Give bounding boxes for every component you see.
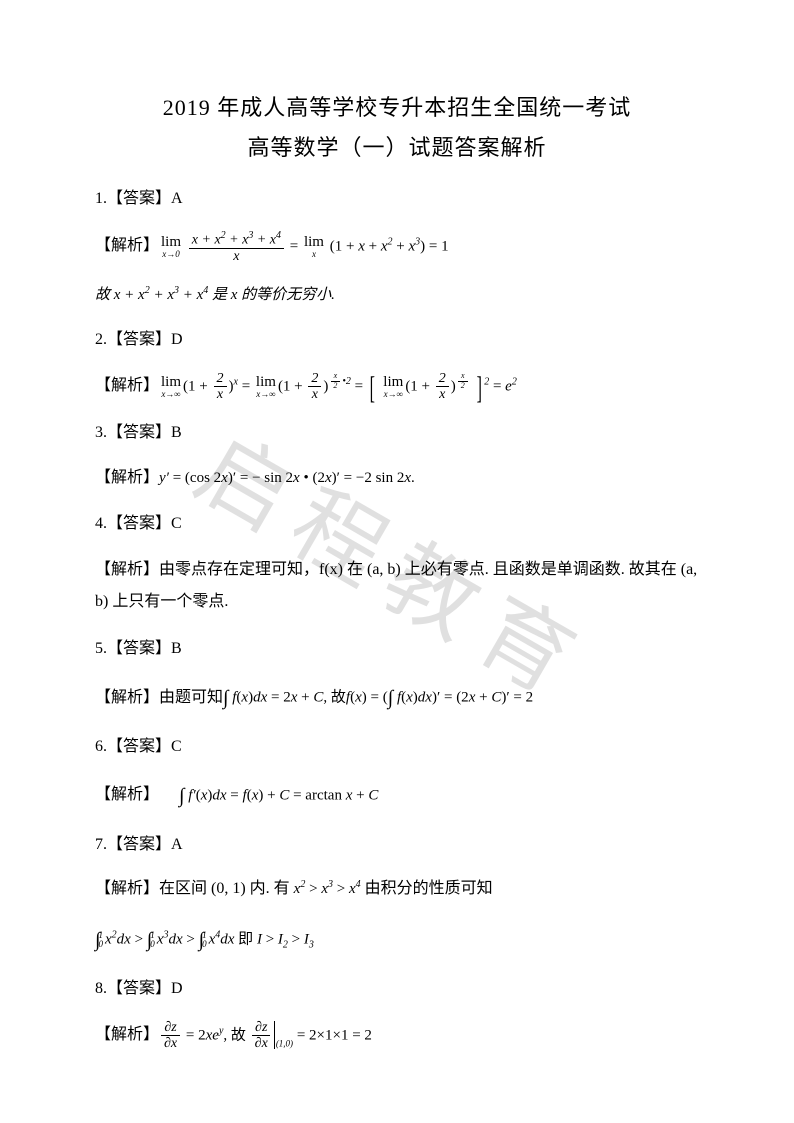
q5-label: 【解析】由题可知 — [95, 684, 223, 713]
q7-formula: ∫10x2dx > ∫10x3dx > ∫10x4dx 即 I > I2 > I… — [95, 922, 314, 958]
q5-analysis: 【解析】由题可知 ∫ f(x)dx = 2x + C, 故f(x) = (∫ f… — [95, 680, 699, 716]
page-title: 2019 年成人高等学校专升本招生全国统一考试 — [95, 90, 699, 122]
q4-answer: 4.【答案】C — [95, 511, 699, 537]
q1-label: 【解析】 — [95, 232, 159, 261]
q7-analysis: 【解析】在区间 (0, 1) 内. 有 x2 > x3 > x4 由积分的性质可… — [95, 875, 699, 904]
q2-analysis: 【解析】 limx→∞(1 + 2x)x = limx→∞(1 + 2x)x2•… — [95, 371, 699, 403]
q2-answer: 2.【答案】D — [95, 327, 699, 353]
q5-formula: ∫ f(x)dx = 2x + C, 故f(x) = (∫ f(x)dx)′ =… — [223, 680, 533, 716]
q8-formula: ∂z∂x = 2xey, 故 ∂z∂x(1,0) = 2×1×1 = 2 — [159, 1020, 372, 1052]
q1-analysis: 【解析】 limx→0 x + x2 + x3 + x4x = limx (1 … — [95, 230, 699, 264]
q3-formula: y′ = (cos 2x)′ = − sin 2x • (2x)′ = −2 s… — [159, 465, 415, 492]
q6-analysis: 【解析】 ∫ f′(x)dx = f(x) + C = arctan x + C — [95, 778, 699, 814]
q6-answer: 6.【答案】C — [95, 734, 699, 760]
q7-label: 【解析】在区间 (0, 1) 内. 有 x2 > x3 > x4 由积分的性质可… — [95, 875, 493, 904]
document-content: 2019 年成人高等学校专升本招生全国统一考试 高等数学（一）试题答案解析 1.… — [95, 90, 699, 1051]
q3-label: 【解析】 — [95, 464, 159, 493]
q3-answer: 3.【答案】B — [95, 420, 699, 446]
q1-conclusion: 故 x + x2 + x3 + x4 是 x 的等价无穷小. — [95, 282, 699, 309]
q5-answer: 5.【答案】B — [95, 636, 699, 662]
q2-label: 【解析】 — [95, 372, 159, 401]
q8-analysis: 【解析】 ∂z∂x = 2xey, 故 ∂z∂x(1,0) = 2×1×1 = … — [95, 1020, 699, 1052]
q1-answer: 1.【答案】A — [95, 186, 699, 212]
q7-formula-line: ∫10x2dx > ∫10x3dx > ∫10x4dx 即 I > I2 > I… — [95, 922, 699, 958]
page-subtitle: 高等数学（一）试题答案解析 — [95, 130, 699, 162]
q8-answer: 8.【答案】D — [95, 976, 699, 1002]
q6-label: 【解析】 — [95, 781, 159, 810]
q3-analysis: 【解析】 y′ = (cos 2x)′ = − sin 2x • (2x)′ =… — [95, 464, 699, 493]
q4-analysis: 【解析】由零点存在定理可知，f(x) 在 (a, b) 上必有零点. 且函数是单… — [95, 554, 699, 618]
q1-formula: limx→0 x + x2 + x3 + x4x = limx (1 + x +… — [159, 230, 449, 264]
q6-formula: ∫ f′(x)dx = f(x) + C = arctan x + C — [179, 778, 378, 814]
q2-formula: limx→∞(1 + 2x)x = limx→∞(1 + 2x)x2•2 = [… — [159, 371, 517, 403]
q8-label: 【解析】 — [95, 1021, 159, 1050]
q7-answer: 7.【答案】A — [95, 832, 699, 858]
q1-tail-text: 故 x + x2 + x3 + x4 是 x 的等价无穷小. — [95, 287, 335, 303]
